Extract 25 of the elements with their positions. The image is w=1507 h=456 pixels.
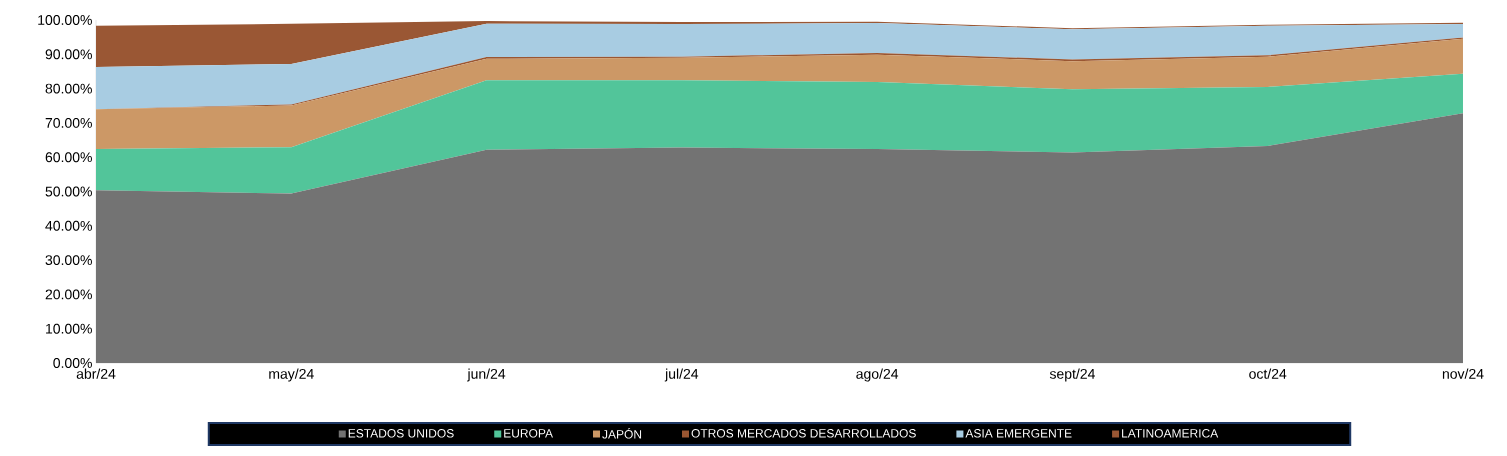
y-tick-label: 20.00%: [45, 289, 92, 300]
x-tick-label: jul/24: [664, 368, 699, 382]
x-tick-label: oct/24: [1249, 368, 1287, 379]
x-tick-label: nov/24: [1442, 368, 1484, 379]
x-tick-label: abr/24: [76, 368, 116, 379]
legend-label: EUROPA: [504, 429, 553, 438]
legend-label: ASIA EMERGENTE: [965, 429, 1072, 438]
legend-label: OTROS MERCADOS DESARROLLADOS: [691, 429, 916, 438]
y-tick-label: 0.00%: [53, 358, 92, 368]
y-tick-label: 60.00%: [45, 152, 92, 163]
y-tick-label: 50.00%: [45, 186, 92, 197]
y-tick-label: 80.00%: [45, 83, 92, 94]
legend-label: LATINOAMERICA: [1122, 429, 1219, 438]
y-tick-label: 40.00%: [45, 220, 92, 231]
y-tick-label: 70.00%: [45, 117, 92, 128]
legend-label: JAPÓN: [602, 428, 642, 439]
y-tick-label: 90.00%: [45, 49, 92, 60]
x-tick-label: sept/24: [1049, 368, 1095, 382]
x-tick-label: ago/24: [856, 368, 899, 382]
x-tick-label: jun/24: [467, 368, 506, 382]
y-tick-label: 10.00%: [46, 323, 92, 334]
legend-label: ESTADOS UNIDOS: [348, 429, 454, 438]
y-tick-label: 30.00%: [45, 255, 92, 266]
y-tick-label: 100.00%: [38, 15, 92, 25]
x-tick-label: may/24: [269, 368, 314, 382]
